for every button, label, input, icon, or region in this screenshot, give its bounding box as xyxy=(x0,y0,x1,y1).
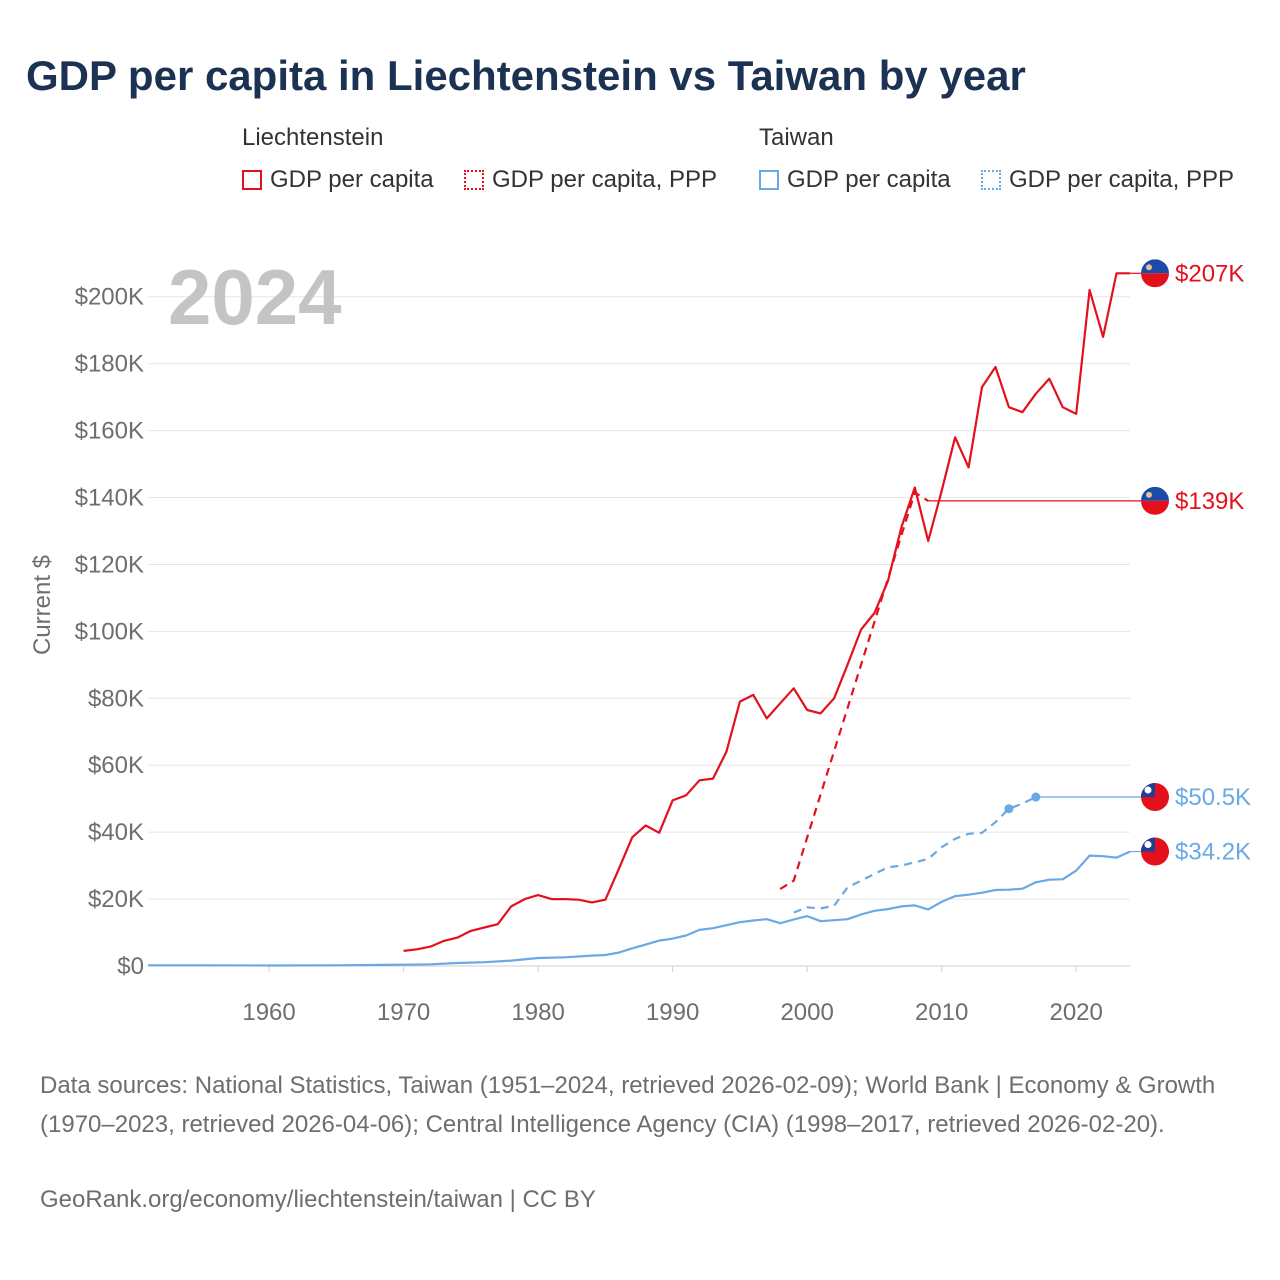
legend-item-taiwan-gdp[interactable]: GDP per capita xyxy=(759,166,951,194)
y-tick-label: $60K xyxy=(88,752,144,779)
x-tick-label: 1980 xyxy=(511,999,564,1026)
y-tick-label: $80K xyxy=(88,685,144,712)
legend-item-liechtenstein-gdp[interactable]: GDP per capita xyxy=(242,166,434,194)
series-line-2[interactable] xyxy=(148,850,1131,967)
y-tick-label: $100K xyxy=(75,618,144,645)
y-tick-label: $180K xyxy=(75,351,144,378)
legend-group-liechtenstein: Liechtenstein xyxy=(242,124,384,151)
series xyxy=(148,272,1131,967)
y-tick-label: $140K xyxy=(75,485,144,512)
y-axis-title: Current $ xyxy=(29,555,56,655)
y-tick-label: $0 xyxy=(117,953,144,980)
y-tick-label: $200K xyxy=(75,284,144,311)
legend-group-taiwan: Taiwan xyxy=(759,124,834,151)
legend-swatch-liechtenstein-solid xyxy=(242,170,262,190)
x-tick-label: 1970 xyxy=(377,999,430,1026)
taiwan-flag-icon xyxy=(1141,783,1169,812)
gridlines xyxy=(148,296,1130,967)
x-tick-label: 2010 xyxy=(915,999,968,1026)
legend-label: GDP per capita xyxy=(787,166,951,193)
end-value-label: $34.2K xyxy=(1175,839,1251,866)
liechtenstein-flag-icon xyxy=(1141,486,1169,515)
y-tick-label: $160K xyxy=(75,418,144,445)
liechtenstein-flag-icon xyxy=(1141,259,1169,288)
legend-swatch-liechtenstein-dotted xyxy=(464,170,484,190)
end-labels: $207K $139K $34.2K $50.5K xyxy=(928,259,1251,866)
x-tick-label: 2020 xyxy=(1049,999,1102,1026)
series-line-1[interactable] xyxy=(779,491,929,890)
series-line-3[interactable] xyxy=(793,796,1037,914)
site-credit[interactable]: GeoRank.org/economy/liechtenstein/taiwan… xyxy=(40,1186,596,1213)
series-line-0[interactable] xyxy=(403,272,1130,952)
year-watermark: 2024 xyxy=(168,253,342,341)
x-tick-label: 2000 xyxy=(780,999,833,1026)
legend-label: GDP per capita xyxy=(270,166,434,193)
taiwan-flag-icon xyxy=(1141,837,1169,866)
legend-label: GDP per capita, PPP xyxy=(492,166,717,193)
axes: $0 $20K $40K $60K $80K $100K $120K $140K $160K $1… xyxy=(75,284,1103,1026)
x-tick-label: 1990 xyxy=(646,999,699,1026)
end-value-label: $50.5K xyxy=(1175,784,1251,811)
line-chart: $0 $20K $40K $60K $80K $100K $120K $140K $160K $1… xyxy=(29,253,1251,1026)
legend-swatch-taiwan-solid xyxy=(759,170,779,190)
end-value-label: $207K xyxy=(1175,260,1244,287)
legend-item-taiwan-ppp[interactable]: GDP per capita, PPP xyxy=(981,166,1234,194)
legend-item-liechtenstein-ppp[interactable]: GDP per capita, PPP xyxy=(464,166,717,194)
data-sources: Data sources: National Statistics, Taiwa… xyxy=(40,1072,1216,1138)
legend-label: GDP per capita, PPP xyxy=(1009,166,1234,193)
end-value-label: $139K xyxy=(1175,488,1244,515)
y-tick-label: $120K xyxy=(75,551,144,578)
y-tick-label: $40K xyxy=(88,819,144,846)
y-tick-label: $20K xyxy=(88,886,144,913)
x-tick-label: 1960 xyxy=(242,999,295,1026)
series-marker xyxy=(1004,804,1014,814)
chart-title: GDP per capita in Liechtenstein vs Taiwa… xyxy=(26,52,1026,99)
legend-swatch-taiwan-dotted xyxy=(981,170,1001,190)
